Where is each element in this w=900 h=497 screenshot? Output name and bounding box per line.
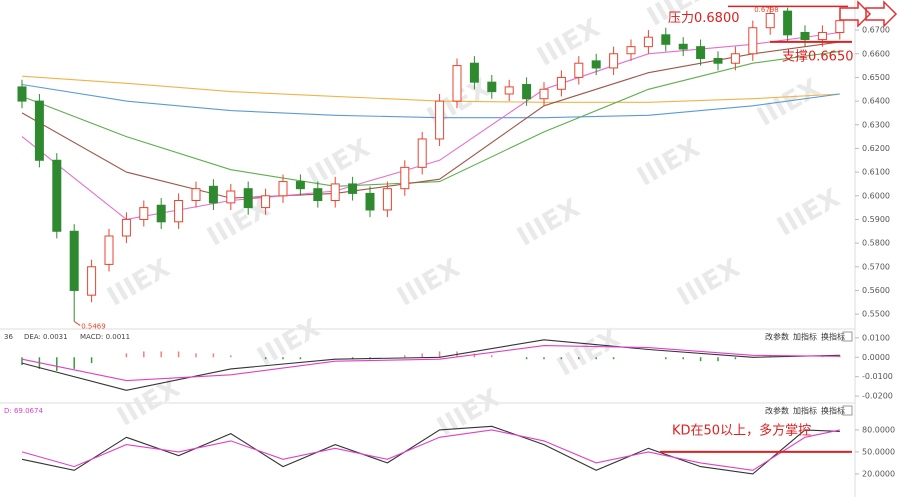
y-tick-label: 0.6500 (862, 73, 890, 82)
candle-body (696, 46, 706, 59)
y-tick-label: 50.0000 (862, 447, 895, 456)
candle-body (34, 100, 44, 161)
candle-body (765, 13, 775, 29)
candle-body (17, 86, 27, 102)
candle-body (382, 188, 392, 211)
candle-body (52, 159, 62, 232)
candle-body (748, 27, 758, 55)
candle-body (243, 188, 253, 209)
candle-body (156, 204, 166, 223)
y-tick-label: -0.0200 (862, 392, 893, 401)
y-tick-label: 0.6600 (862, 49, 890, 58)
kd-annotation: KD在50以上，多方掌控 (672, 423, 811, 439)
y-tick-label: 0.5600 (862, 286, 890, 295)
candle-body (278, 181, 288, 197)
y-tick-label: 0.6400 (862, 97, 890, 106)
candle-body (574, 62, 584, 78)
candle-body (400, 166, 410, 190)
candle-body (539, 88, 549, 100)
series-line (21, 429, 840, 471)
toolbar-button[interactable]: 加指标 (793, 332, 817, 342)
y-tick-label: 0.6000 (862, 191, 890, 200)
candle-body (609, 53, 619, 69)
y-tick-label: 0.6300 (862, 120, 890, 129)
candle-body (469, 62, 479, 83)
series-line (21, 339, 840, 391)
toolbar-button[interactable]: 加指标 (793, 406, 817, 416)
candle-body (208, 185, 218, 204)
candle-body (504, 86, 514, 95)
y-tick-label: 0.6100 (862, 168, 890, 177)
close-button[interactable] (842, 331, 853, 342)
y-tick-label: 0.5700 (862, 262, 890, 271)
y-tick-label: 80.0000 (862, 425, 895, 434)
support-label: 支撑0.6650 (782, 49, 854, 64)
candle-body (678, 43, 688, 50)
y-tick-label: 0.5800 (862, 239, 890, 248)
toolbar-button[interactable]: 换指标 (821, 332, 845, 342)
candle-body (817, 31, 827, 41)
candle-body (121, 218, 131, 237)
low-label: 0.5469 (81, 322, 106, 330)
y-tick-label: 0.0100 (862, 333, 890, 342)
candle-body (556, 76, 566, 90)
y-tick-label: 0.5500 (862, 310, 890, 319)
candle-body (313, 188, 323, 202)
arrow-icon (839, 0, 872, 28)
y-tick-label: 0.0000 (862, 353, 890, 362)
resistance-label: 压力0.6800 (668, 11, 740, 26)
candle-body (261, 195, 271, 209)
candle-body (452, 65, 462, 102)
indicator-header: MACD: 0.0011 (80, 333, 130, 341)
y-tick-label: -0.0100 (862, 372, 893, 381)
candle-body (661, 34, 671, 45)
series-line (21, 345, 840, 382)
indicator-header: DEA: 0.0031 (24, 333, 68, 341)
candle-body (522, 84, 532, 100)
candle-body (487, 81, 497, 93)
candle-body (626, 46, 636, 55)
y-tick-label: 0.6200 (862, 144, 890, 153)
candle-body (365, 192, 375, 211)
candle-body (643, 36, 653, 48)
candle-body (417, 138, 427, 168)
toolbar-button[interactable]: 换指标 (821, 406, 845, 416)
candle-body (174, 200, 184, 223)
high-label: 0.6798 (754, 6, 779, 14)
candle-body (783, 10, 793, 36)
indicator-header: 36 (4, 333, 13, 341)
y-tick-label: 20.0000 (862, 469, 895, 478)
candle-body (226, 190, 236, 204)
candle-body (435, 100, 445, 140)
candle-body (730, 53, 740, 64)
candle-body (348, 183, 358, 194)
candle-body (713, 57, 723, 64)
candle-body (591, 60, 601, 69)
candle-body (191, 188, 201, 202)
candle-body (87, 266, 97, 296)
indicator-header: D: 69.0674 (4, 407, 43, 415)
candle-body (295, 181, 305, 190)
candle-body (835, 20, 845, 33)
candle-body (104, 235, 114, 265)
candle-body (69, 230, 79, 291)
y-tick-label: 0.5900 (862, 215, 890, 224)
toolbar-button[interactable]: 改参数 (765, 332, 789, 342)
toolbar-button[interactable]: 改参数 (765, 406, 789, 416)
low-marker (73, 321, 81, 326)
arrow-icon (865, 0, 898, 28)
close-button[interactable] (842, 405, 853, 416)
series-line (21, 50, 840, 187)
candle-body (139, 207, 149, 220)
candle-body (330, 183, 340, 202)
y-tick-label: 0.6700 (862, 26, 890, 35)
candle-body (800, 31, 810, 41)
